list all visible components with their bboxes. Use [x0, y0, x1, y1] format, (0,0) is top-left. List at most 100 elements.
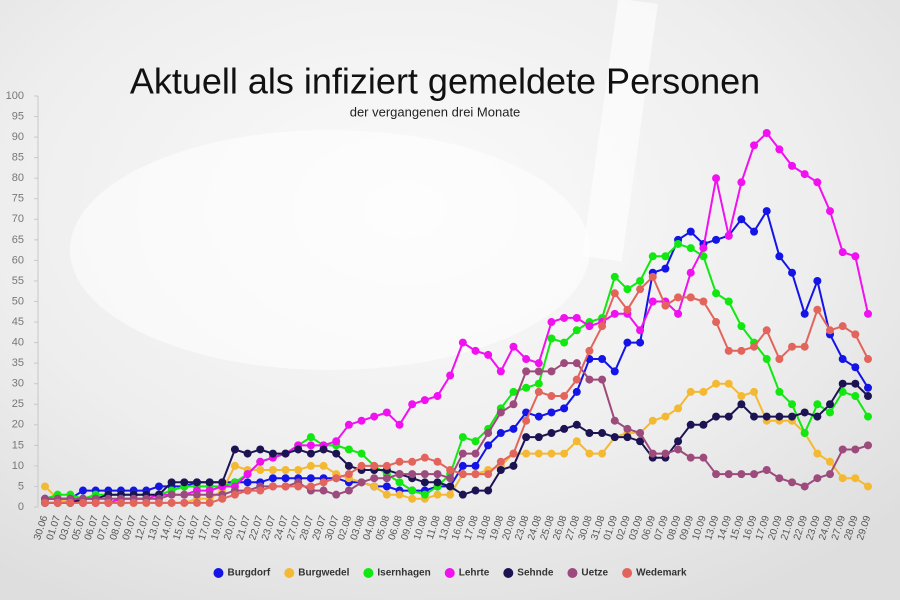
data-point: [598, 322, 607, 331]
data-point: [610, 272, 619, 281]
legend-marker: [622, 568, 633, 578]
data-point: [775, 412, 784, 421]
data-point: [712, 318, 721, 327]
data-point: [813, 305, 822, 314]
series: [41, 272, 872, 507]
data-point: [78, 498, 87, 507]
data-point: [357, 461, 366, 470]
data-point: [686, 293, 695, 302]
data-point: [496, 408, 505, 417]
legend-label: Burgdorf: [227, 568, 270, 579]
data-point: [306, 441, 315, 450]
data-point: [433, 470, 442, 479]
data-point: [838, 379, 847, 388]
data-point: [648, 252, 657, 261]
data-point: [712, 289, 721, 298]
data-point: [750, 227, 759, 236]
data-point: [864, 309, 872, 318]
data-point: [750, 412, 759, 421]
data-point: [838, 445, 847, 454]
data-point: [661, 301, 670, 310]
data-point: [560, 359, 569, 368]
data-point: [547, 367, 556, 376]
data-point: [458, 449, 467, 458]
data-point: [522, 433, 531, 442]
data-point: [446, 466, 455, 475]
data-point: [218, 478, 227, 487]
data-point: [699, 453, 708, 462]
data-point: [534, 387, 543, 396]
data-point: [762, 466, 771, 475]
data-point: [433, 392, 442, 401]
data-point: [851, 379, 860, 388]
data-point: [534, 433, 543, 442]
data-point: [243, 470, 252, 479]
data-point: [332, 474, 341, 483]
data-point: [623, 305, 632, 314]
data-point: [674, 445, 683, 454]
y-tick-label: 40: [12, 337, 24, 349]
data-point: [712, 235, 721, 244]
data-point: [610, 309, 619, 318]
data-point: [623, 285, 632, 294]
data-point: [408, 494, 417, 503]
data-point: [775, 252, 784, 261]
data-point: [243, 478, 252, 487]
data-point: [762, 412, 771, 421]
data-point: [420, 490, 429, 499]
data-point: [572, 387, 581, 396]
data-point: [737, 346, 746, 355]
data-point: [686, 420, 695, 429]
data-point: [838, 355, 847, 364]
data-point: [294, 482, 303, 491]
data-point: [522, 355, 531, 364]
data-point: [484, 486, 493, 495]
data-point: [205, 490, 214, 499]
y-tick-label: 75: [12, 193, 24, 205]
data-point: [636, 338, 645, 347]
legend-label: Burgwedel: [298, 568, 349, 579]
data-point: [268, 474, 277, 483]
data-point: [319, 461, 328, 470]
data-point: [522, 449, 531, 458]
data-point: [534, 449, 543, 458]
data-point: [610, 289, 619, 298]
data-point: [699, 252, 708, 261]
data-point: [750, 141, 759, 150]
data-point: [243, 486, 252, 495]
data-point: [864, 392, 872, 401]
data-point: [788, 342, 797, 351]
data-point: [674, 437, 683, 446]
data-point: [585, 322, 594, 331]
data-point: [180, 478, 189, 487]
data-point: [281, 474, 290, 483]
y-tick-label: 55: [12, 275, 24, 287]
data-point: [256, 486, 265, 495]
data-point: [724, 379, 733, 388]
data-point: [458, 490, 467, 499]
legend-marker: [567, 568, 578, 578]
legend-label: Wedemark: [636, 568, 687, 579]
chart-subtitle: der vergangenen drei Monate: [350, 104, 521, 119]
data-point: [370, 482, 379, 491]
data-point: [395, 490, 404, 499]
data-point: [357, 416, 366, 425]
data-point: [420, 478, 429, 487]
data-point: [636, 429, 645, 438]
data-point: [648, 449, 657, 458]
data-point: [471, 449, 480, 458]
data-point: [357, 478, 366, 487]
data-point: [395, 457, 404, 466]
y-tick-label: 30: [12, 378, 24, 390]
data-point: [864, 412, 872, 421]
legend-marker: [444, 568, 455, 578]
data-point: [788, 400, 797, 409]
data-point: [674, 404, 683, 413]
data-point: [775, 474, 784, 483]
data-point: [661, 449, 670, 458]
series: [41, 379, 872, 507]
y-tick-label: 20: [12, 419, 24, 431]
data-point: [813, 276, 822, 285]
data-point: [446, 474, 455, 483]
data-point: [395, 478, 404, 487]
